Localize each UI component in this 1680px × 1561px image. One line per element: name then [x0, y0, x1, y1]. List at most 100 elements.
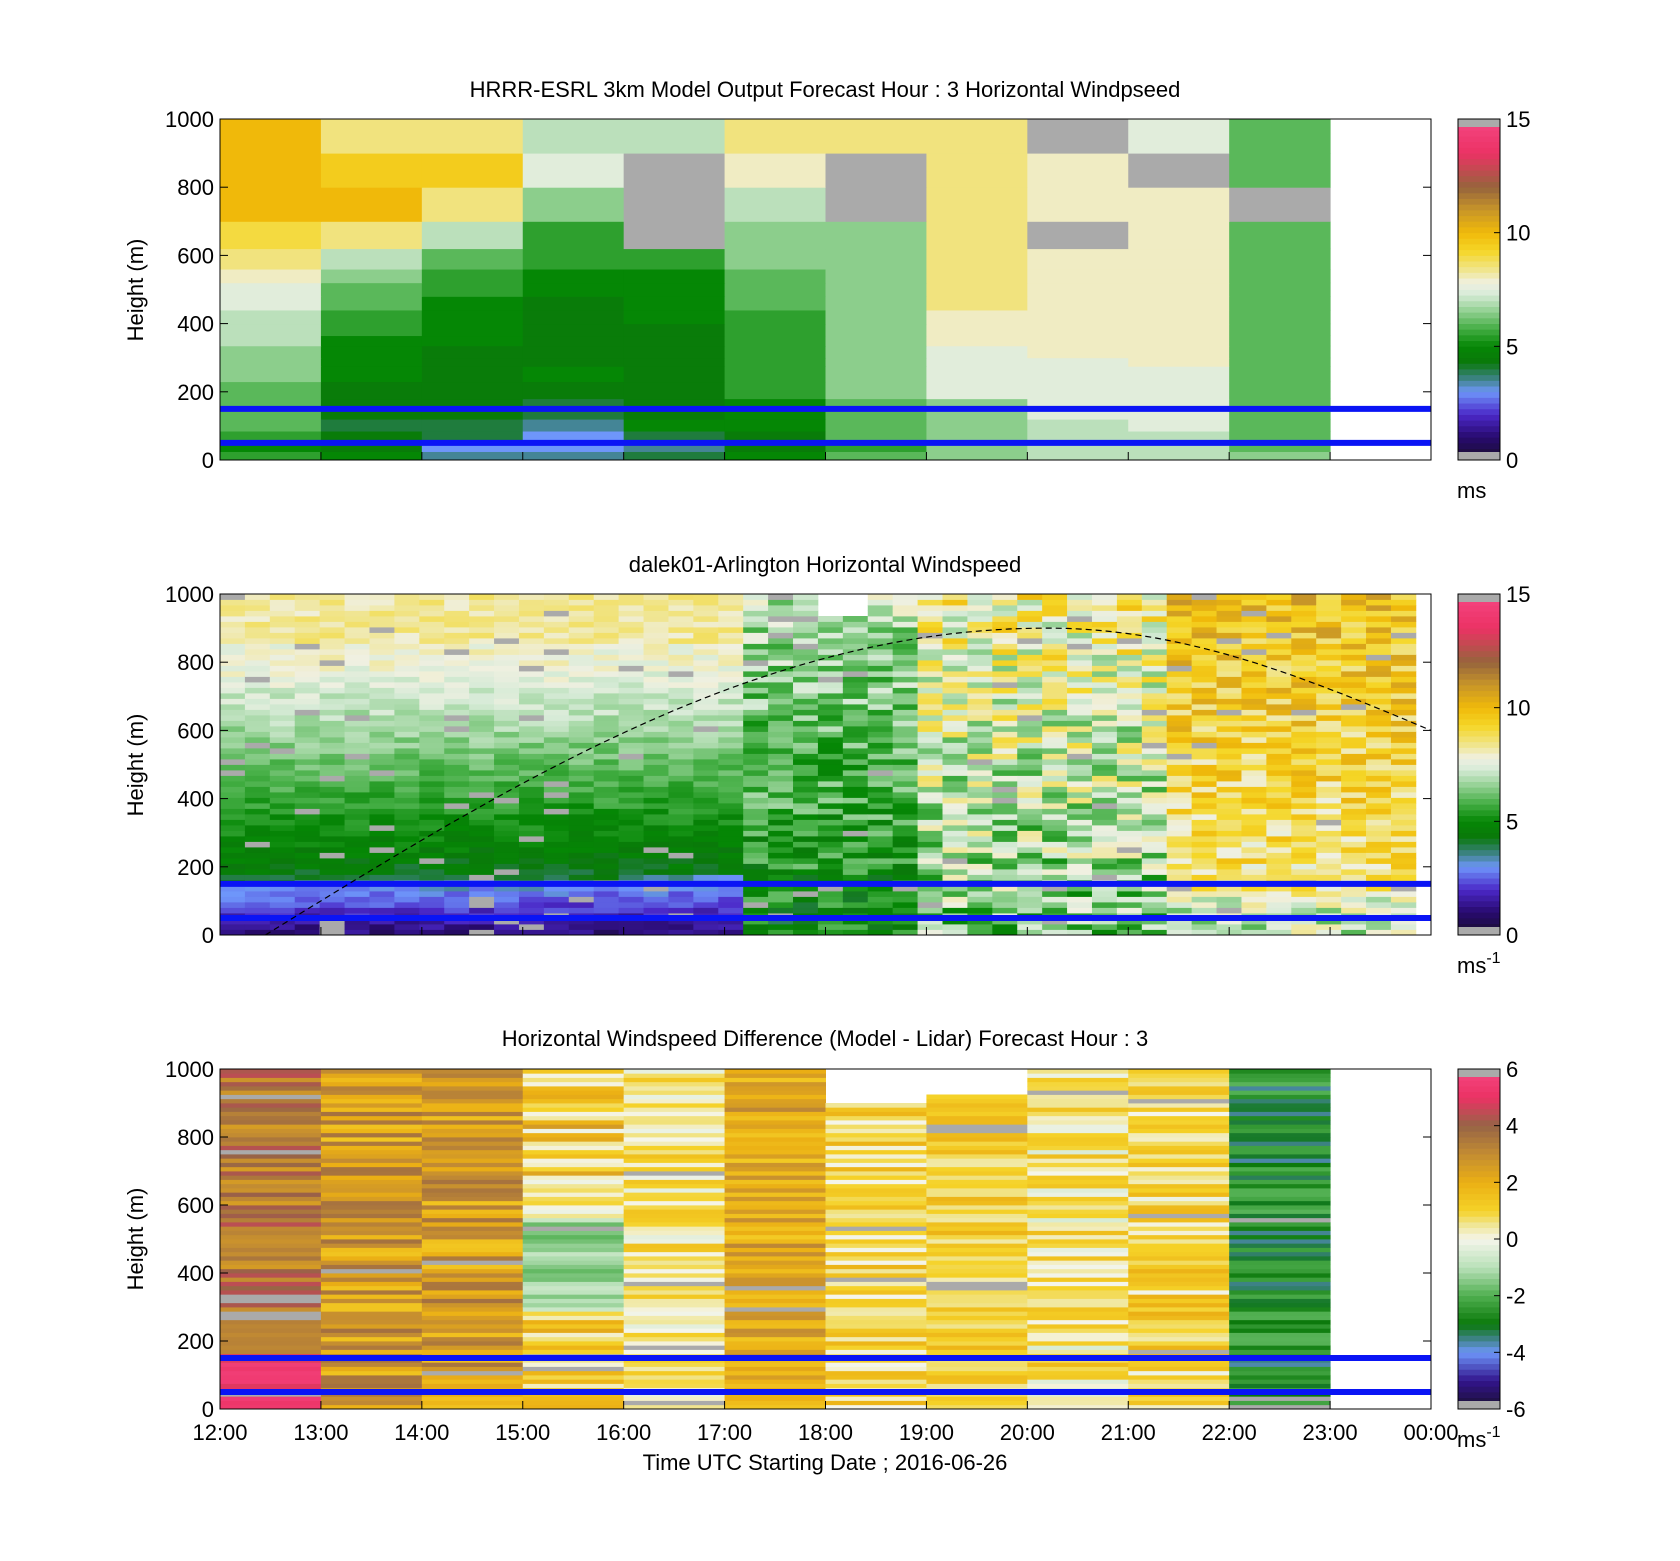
diff-cell	[724, 1205, 826, 1210]
lidar-cell	[817, 852, 844, 859]
lidar-cell	[369, 748, 395, 754]
lidar-cell	[892, 616, 918, 622]
diff-cell	[1128, 1239, 1230, 1244]
lidar-cell	[494, 709, 520, 716]
diff-cell	[1229, 1290, 1331, 1295]
lidar-cell	[469, 907, 495, 914]
lidar-cell	[693, 759, 719, 765]
panel-lidar-sun-curve	[265, 627, 1431, 935]
lidar-cell	[1166, 610, 1193, 617]
lidar-cell	[394, 654, 420, 661]
lidar-cell	[892, 803, 918, 809]
lidar-cell	[543, 682, 570, 688]
lidar-cell	[1067, 885, 1093, 892]
diff-cell	[220, 1307, 322, 1312]
lidar-cell	[1017, 896, 1043, 903]
lidar-cell	[917, 709, 943, 716]
lidar-cell	[1166, 704, 1193, 710]
lidar-cell	[294, 759, 321, 765]
colorbar-segment	[1458, 844, 1500, 851]
diff-cell	[320, 1396, 423, 1401]
lidar-cell	[643, 599, 669, 606]
lidar-cell	[618, 654, 644, 661]
colorbar-segment	[1458, 300, 1500, 307]
lidar-cell	[1366, 704, 1392, 710]
lidar-cell	[668, 698, 694, 705]
diff-cell	[421, 1379, 524, 1384]
lidar-cell	[917, 841, 943, 848]
lidar-cell	[369, 803, 395, 809]
lidar-cell	[743, 715, 769, 721]
lidar-cell	[494, 792, 520, 798]
lidar-cell	[344, 621, 370, 628]
diff-cell	[421, 1124, 524, 1129]
lidar-cell	[319, 660, 345, 666]
lidar-cell	[469, 709, 495, 716]
lidar-cell	[718, 687, 744, 694]
diff-cell	[825, 1158, 927, 1163]
lidar-cell	[1390, 605, 1417, 611]
lidar-cell	[1341, 770, 1367, 776]
model-cell	[1229, 441, 1331, 452]
lidar-cell	[1191, 819, 1217, 826]
model-cell	[1229, 269, 1331, 284]
lidar-cell	[394, 709, 420, 716]
lidar-cell	[842, 759, 869, 765]
lidar-cell	[1216, 654, 1242, 661]
diff-cell	[926, 1332, 1028, 1338]
lidar-cell	[693, 918, 719, 925]
lidar-cell	[768, 737, 794, 743]
lidar-cell	[1166, 770, 1193, 776]
diff-cell	[320, 1298, 423, 1304]
lidar-cell	[1390, 704, 1417, 710]
diff-cell	[421, 1362, 524, 1367]
lidar-cell	[768, 918, 794, 925]
lidar-cell	[244, 654, 271, 661]
lidar-cell	[419, 660, 445, 666]
lidar-cell	[842, 764, 869, 771]
lidar-cell	[1067, 825, 1093, 831]
lidar-cell	[1341, 726, 1367, 732]
lidar-cell	[1341, 687, 1367, 694]
colorbar-segment	[1458, 1244, 1500, 1251]
lidar-cell	[1266, 869, 1292, 875]
lidar-cell	[693, 764, 719, 771]
lidar-cell	[1241, 720, 1267, 727]
lidar-cell	[494, 682, 520, 688]
colorbar-segment	[1458, 380, 1500, 387]
lidar-cell	[1067, 731, 1093, 738]
lidar-cell	[892, 660, 918, 666]
lidar-cell	[469, 792, 495, 798]
lidar-cell	[394, 638, 420, 644]
lidar-cell	[1366, 803, 1392, 809]
colorbar-segment	[1458, 397, 1500, 404]
lidar-cell	[1116, 902, 1143, 908]
lidar-cell	[294, 830, 321, 837]
diff-cell	[320, 1383, 423, 1389]
lidar-cell	[992, 720, 1018, 727]
lidar-cell	[718, 753, 744, 760]
lidar-cell	[892, 924, 918, 930]
lidar-cell	[992, 781, 1018, 787]
lidar-cell	[1291, 660, 1317, 666]
y-tick-label: 1000	[165, 107, 214, 132]
lidar-cell	[1291, 924, 1317, 930]
diff-cell	[623, 1383, 726, 1389]
lidar-cell	[518, 610, 545, 617]
lidar-cell	[244, 929, 271, 935]
lidar-cell	[469, 902, 495, 908]
lidar-cell	[1141, 803, 1168, 809]
diff-cell	[623, 1336, 726, 1342]
lidar-cell	[369, 825, 395, 831]
diff-cell	[220, 1285, 322, 1291]
lidar-cell	[817, 825, 844, 831]
lidar-cell	[469, 764, 495, 771]
lidar-cell	[917, 731, 943, 738]
lidar-cell	[1042, 709, 1068, 716]
diff-cell	[825, 1260, 927, 1265]
lidar-cell	[1390, 687, 1417, 694]
diff-cell	[926, 1319, 1028, 1325]
lidar-cell	[768, 786, 794, 793]
lidar-cell	[718, 814, 744, 820]
lidar-cell	[1091, 643, 1118, 650]
